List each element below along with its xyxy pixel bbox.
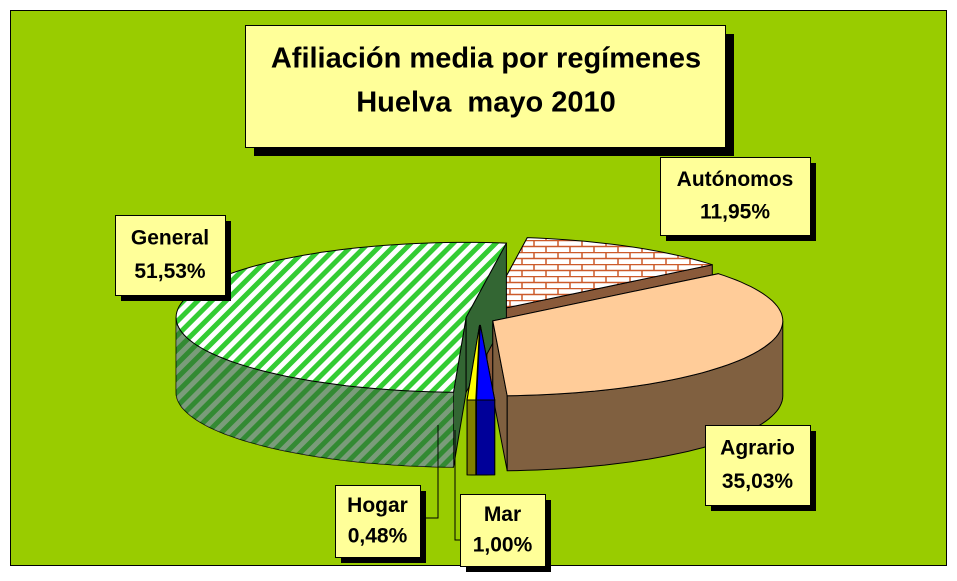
label-box <box>705 425 811 506</box>
slice-label: General <box>131 227 209 250</box>
chart-title: Afiliación media por regímenes <box>271 43 701 75</box>
slice-side <box>466 399 477 476</box>
value-label: 51,53% <box>134 260 206 283</box>
slice <box>485 237 713 313</box>
value-label: 35,03% <box>722 470 794 493</box>
slice-side-pattern <box>176 317 454 468</box>
chart-subtitle: Huelva mayo 2010 <box>356 87 616 119</box>
label-box <box>335 485 421 558</box>
slice <box>492 273 784 397</box>
slice <box>466 324 481 401</box>
title-box <box>245 25 726 148</box>
value-label: 1,00% <box>473 533 533 556</box>
slice-label: Autónomos <box>677 168 794 191</box>
leader-line <box>454 430 460 541</box>
value-label: 11,95% <box>700 201 770 224</box>
slice-label: Hogar <box>347 494 408 517</box>
labels: Autónomos 11,95% Agrario 35,03% Mar 1,00% Hoga… <box>115 157 816 572</box>
pie <box>175 237 784 476</box>
value-label: 0,48% <box>348 524 408 547</box>
label-box <box>460 494 546 567</box>
slice <box>175 241 508 393</box>
slice-side <box>476 399 496 476</box>
label-box <box>115 215 226 296</box>
label-box <box>660 157 811 236</box>
slice <box>475 324 496 401</box>
slice-label: Mar <box>484 503 521 526</box>
slice-label: Agrario <box>720 437 795 460</box>
